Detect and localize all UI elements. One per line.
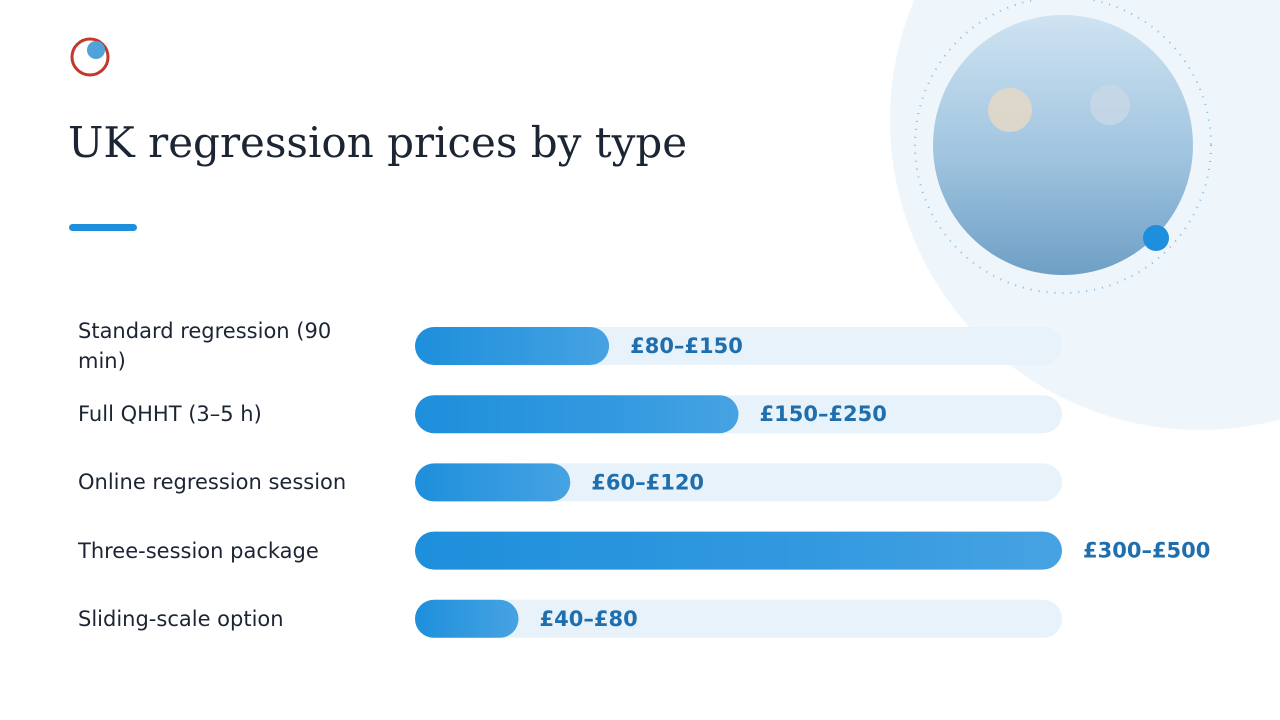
value-label: £80–£150 (630, 334, 743, 358)
bar (415, 599, 519, 638)
illustration-bubble (988, 88, 1032, 132)
bar-track (415, 463, 1062, 502)
accent-dot (1143, 225, 1169, 251)
dotted-ring (914, 0, 1212, 294)
bar (415, 395, 739, 434)
bar (415, 327, 610, 365)
bar (415, 463, 571, 502)
illustration-bubble (1090, 85, 1130, 125)
bar-track (415, 599, 1062, 638)
category-label: Three-session package (78, 538, 319, 563)
category-label: Online regression session (78, 470, 347, 495)
illustration (933, 15, 1193, 275)
value-label: £300–£500 (1083, 539, 1210, 563)
logo (70, 37, 110, 77)
title: UK regression prices by type (68, 118, 688, 167)
category-label: Standard regression (90 min) (78, 319, 332, 373)
category-label: Full QHHT (3–5 h) (78, 402, 262, 427)
title-underline (69, 224, 137, 231)
category-label: Sliding-scale option (78, 606, 284, 631)
value-label: £60–£120 (591, 470, 704, 494)
value-label: £40–£80 (540, 607, 638, 631)
value-label: £150–£250 (760, 402, 887, 426)
bar (415, 531, 1062, 570)
logo (87, 41, 105, 59)
